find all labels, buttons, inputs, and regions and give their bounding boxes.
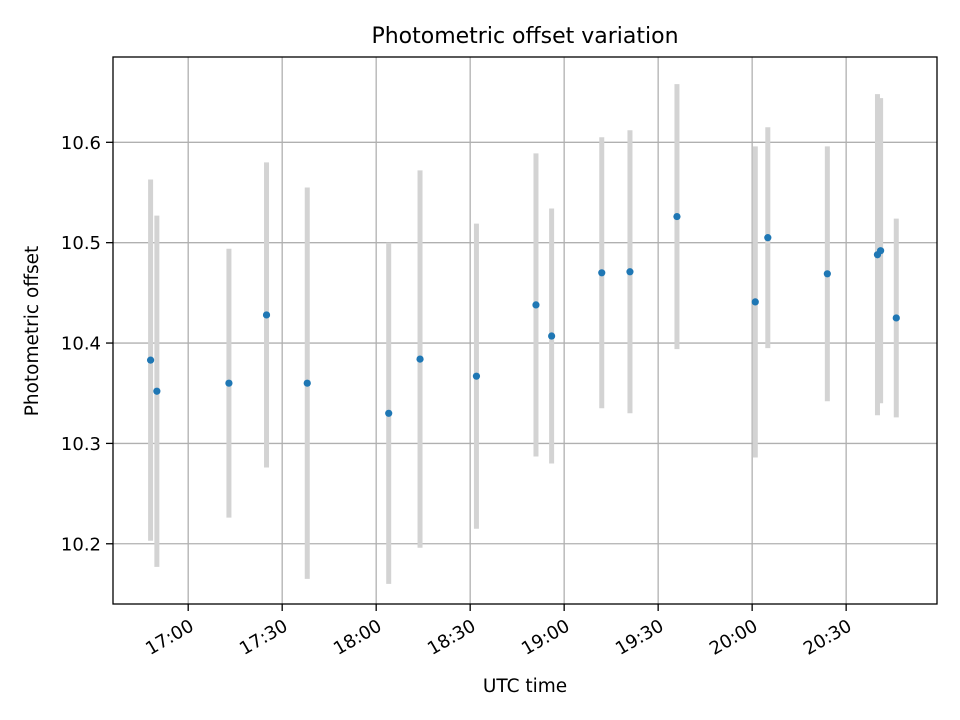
data-point: [225, 379, 233, 387]
data-point: [892, 314, 900, 322]
data-point: [532, 301, 540, 309]
data-point: [764, 234, 772, 242]
data-point: [262, 311, 271, 319]
y-axis-label: Photometric offset: [22, 246, 43, 417]
data-point: [416, 355, 424, 363]
data-point: [385, 409, 393, 417]
data-point: [823, 270, 831, 278]
data-point: [153, 387, 161, 395]
data-point: [548, 332, 556, 340]
chart-title: Photometric offset variation: [371, 24, 678, 49]
y-tick-label: 10.3: [61, 434, 101, 455]
y-tick-label: 10.2: [61, 534, 101, 555]
data-point: [303, 379, 311, 387]
data-point: [626, 268, 634, 276]
data-point: [673, 212, 681, 221]
data-point: [146, 356, 155, 364]
y-tick-label: 10.4: [61, 334, 101, 355]
data-point: [877, 247, 885, 255]
x-axis-label: UTC time: [483, 676, 567, 697]
data-point: [598, 269, 606, 277]
plot-area-frame: [112, 56, 938, 605]
y-axis-ticks: 10.2 10.3 10.4 10.5 10.6: [61, 133, 113, 555]
y-tick-label: 10.6: [61, 133, 101, 154]
data-point: [472, 372, 481, 380]
data-point: [751, 298, 759, 306]
data-points: [146, 212, 900, 417]
grid-lines: [113, 57, 937, 604]
y-tick-label: 10.5: [61, 233, 101, 254]
